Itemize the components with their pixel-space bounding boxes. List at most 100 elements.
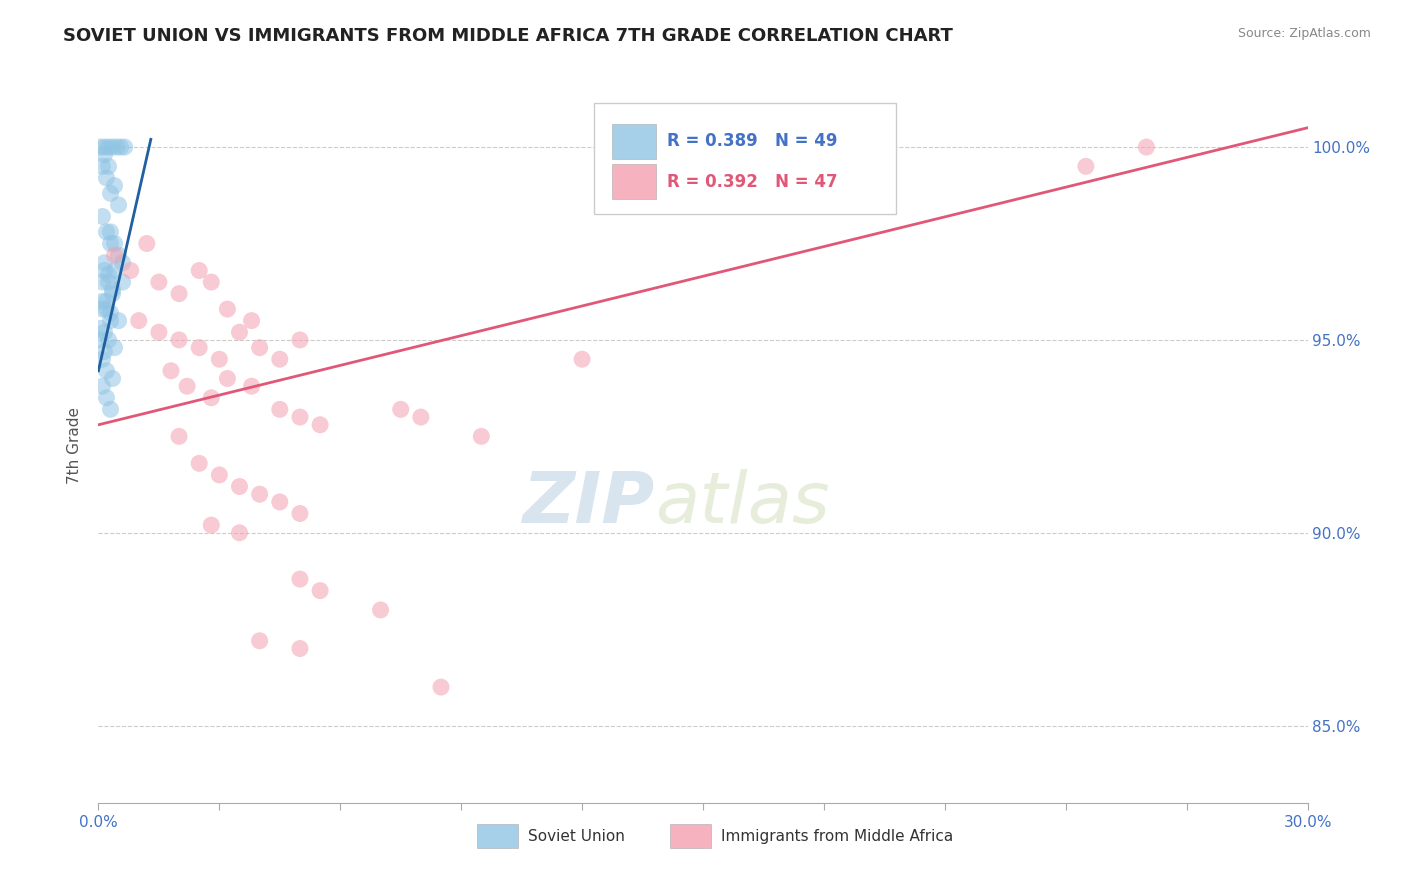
Text: R = 0.389   N = 49: R = 0.389 N = 49 — [666, 132, 837, 150]
Point — [288, 410, 311, 425]
Point — [96, 391, 118, 405]
Point — [97, 159, 120, 173]
Point — [97, 140, 120, 154]
Point — [105, 140, 128, 154]
Point — [91, 379, 114, 393]
Point — [111, 256, 134, 270]
Point — [571, 352, 593, 367]
Point — [100, 306, 122, 320]
Point — [188, 263, 211, 277]
Point — [96, 294, 118, 309]
Point — [370, 603, 392, 617]
Point — [96, 225, 118, 239]
Point — [430, 680, 453, 694]
Point — [103, 178, 125, 193]
Point — [240, 379, 263, 393]
Point — [101, 140, 124, 154]
Point — [91, 159, 114, 173]
Point — [89, 333, 111, 347]
Text: Soviet Union: Soviet Union — [527, 829, 624, 844]
Point — [93, 140, 115, 154]
Point — [1074, 159, 1097, 173]
Point — [160, 364, 183, 378]
FancyBboxPatch shape — [671, 824, 711, 848]
Point — [288, 507, 311, 521]
Point — [249, 633, 271, 648]
Point — [167, 429, 190, 443]
Point — [228, 525, 250, 540]
Point — [269, 402, 291, 417]
Point — [97, 275, 120, 289]
Point — [217, 371, 239, 385]
Point — [100, 236, 122, 251]
Point — [91, 294, 114, 309]
Point — [409, 410, 432, 425]
Point — [167, 286, 190, 301]
Point — [148, 325, 170, 339]
Point — [110, 140, 132, 154]
FancyBboxPatch shape — [595, 103, 897, 214]
Point — [208, 467, 231, 482]
Point — [96, 301, 118, 316]
Point — [103, 248, 125, 262]
Point — [135, 236, 157, 251]
Point — [208, 352, 231, 367]
Point — [93, 344, 115, 359]
Point — [91, 301, 114, 316]
Point — [101, 283, 124, 297]
Point — [103, 263, 125, 277]
Point — [389, 402, 412, 417]
Text: R = 0.392   N = 47: R = 0.392 N = 47 — [666, 173, 838, 191]
Point — [228, 325, 250, 339]
Point — [167, 333, 190, 347]
Point — [93, 263, 115, 277]
Point — [91, 275, 114, 289]
Point — [200, 391, 222, 405]
Point — [288, 333, 311, 347]
Point — [470, 429, 492, 443]
Text: atlas: atlas — [655, 468, 830, 538]
Point — [200, 518, 222, 533]
Point — [100, 313, 122, 327]
Point — [96, 170, 118, 185]
FancyBboxPatch shape — [477, 824, 517, 848]
Point — [103, 236, 125, 251]
Point — [269, 352, 291, 367]
FancyBboxPatch shape — [613, 164, 655, 200]
Point — [288, 572, 311, 586]
Point — [249, 341, 271, 355]
Text: Immigrants from Middle Africa: Immigrants from Middle Africa — [721, 829, 953, 844]
Point — [120, 263, 142, 277]
Text: Source: ZipAtlas.com: Source: ZipAtlas.com — [1237, 27, 1371, 40]
Point — [101, 371, 124, 385]
Point — [309, 417, 332, 432]
Point — [89, 140, 111, 154]
Point — [107, 248, 129, 262]
Point — [114, 140, 136, 154]
Point — [249, 487, 271, 501]
Point — [200, 275, 222, 289]
Point — [309, 583, 332, 598]
Point — [188, 456, 211, 470]
Point — [128, 313, 150, 327]
Point — [269, 495, 291, 509]
Point — [93, 148, 115, 162]
Point — [1135, 140, 1157, 154]
Text: ZIP: ZIP — [523, 468, 655, 538]
Point — [107, 198, 129, 212]
FancyBboxPatch shape — [613, 124, 655, 159]
Point — [91, 352, 114, 367]
Point — [100, 402, 122, 417]
Point — [101, 286, 124, 301]
Point — [240, 313, 263, 327]
Point — [103, 341, 125, 355]
Point — [288, 641, 311, 656]
Point — [217, 301, 239, 316]
Y-axis label: 7th Grade: 7th Grade — [67, 408, 83, 484]
Point — [91, 210, 114, 224]
Point — [93, 325, 115, 339]
Point — [107, 313, 129, 327]
Text: SOVIET UNION VS IMMIGRANTS FROM MIDDLE AFRICA 7TH GRADE CORRELATION CHART: SOVIET UNION VS IMMIGRANTS FROM MIDDLE A… — [63, 27, 953, 45]
Point — [93, 256, 115, 270]
Point — [228, 479, 250, 493]
